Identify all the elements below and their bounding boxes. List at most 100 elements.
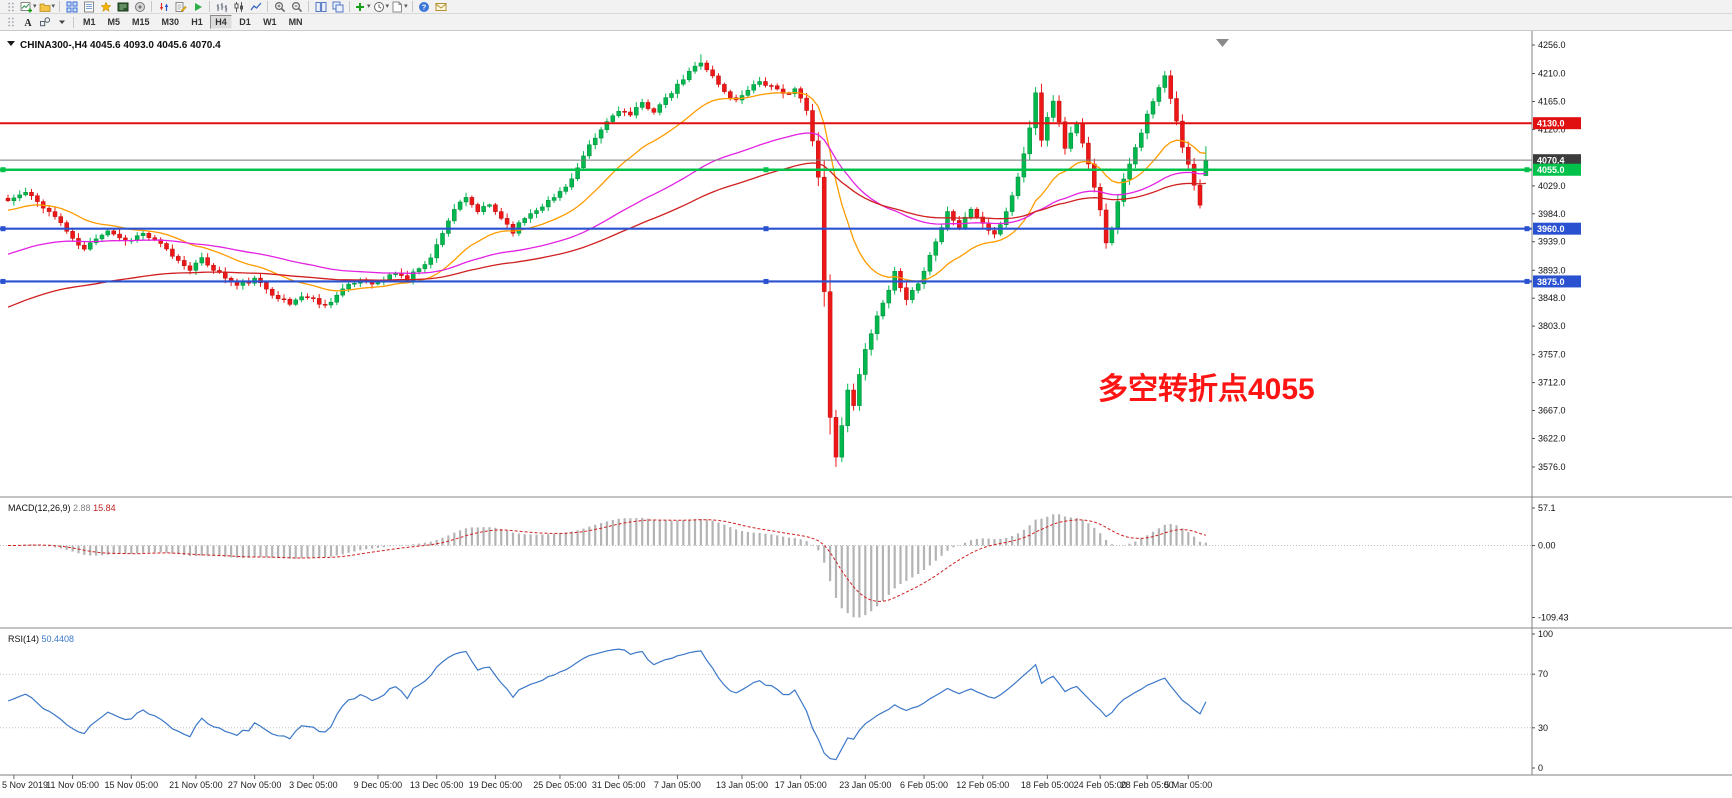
candlestick-chart-mode-button[interactable] (230, 0, 247, 13)
time-axis-label: 28 Feb 05:00 (1121, 780, 1174, 790)
timeframe-m30-button[interactable]: M30 (157, 15, 185, 29)
draw-objects-tool-button[interactable] (36, 16, 53, 29)
navigator-button[interactable] (97, 0, 114, 13)
feedback-button[interactable] (433, 0, 450, 13)
market-watch-button[interactable] (63, 0, 80, 13)
dropdown-icon (58, 20, 65, 24)
svg-text:A: A (24, 18, 32, 28)
price-axis-label: 3939.0 (1538, 237, 1566, 247)
price-axis-label: 3757.0 (1538, 350, 1566, 360)
support-line-2-handle[interactable] (1524, 278, 1530, 284)
new-order-button[interactable] (155, 0, 172, 13)
time-axis-label: 31 Dec 05:00 (592, 780, 646, 790)
macd-signal-line[interactable] (8, 519, 1207, 602)
tools-menu-button[interactable] (53, 16, 70, 29)
new-chart-button[interactable]: ▾ (19, 0, 38, 13)
slow-ma-red-line[interactable] (7, 162, 1206, 308)
terminal-button[interactable] (114, 0, 131, 13)
strategy-tester-button[interactable] (131, 0, 148, 13)
timeframe-d1-button[interactable]: D1 (234, 15, 256, 29)
time-axis-label: 18 Feb 05:00 (1021, 780, 1074, 790)
cascade-windows-button[interactable] (329, 0, 346, 13)
toolbar-grip-button[interactable] (2, 0, 19, 13)
zoom-in-button[interactable] (271, 0, 288, 13)
dropdown-arrow-icon: ▾ (367, 3, 371, 10)
rsi-axis-label: 0 (1538, 763, 1543, 773)
zoom-out-icon (291, 1, 302, 12)
price-axis-label: 3803.0 (1538, 321, 1566, 331)
bars-icon (216, 2, 227, 12)
timeframe-h1-button[interactable]: H1 (186, 15, 208, 29)
pivot-line-handle[interactable] (1524, 167, 1530, 173)
macd-label: MACD(12,26,9) 2.88 15.84 (8, 503, 116, 513)
time-axis-label: 7 Jan 05:00 (654, 780, 701, 790)
time-axis-label: 13 Jan 05:00 (716, 780, 768, 790)
timeframe-w1-button[interactable]: W1 (258, 15, 282, 29)
tile-windows-button[interactable] (312, 0, 329, 13)
zoom-out-button[interactable] (288, 0, 305, 13)
timeframe-h4-button[interactable]: H4 (210, 15, 233, 29)
symbol-dropdown-icon[interactable] (7, 41, 15, 46)
data-window-icon (83, 1, 94, 12)
toolbar-separator (411, 1, 413, 12)
candles-icon (234, 1, 243, 12)
indicators-button[interactable]: ▾ (353, 0, 372, 13)
fast-ma-orange-line[interactable] (7, 91, 1206, 292)
bar-chart-mode-button[interactable] (213, 0, 230, 13)
support-line-2-badge-text: 3875.0 (1537, 277, 1565, 287)
data-window-button[interactable] (80, 0, 97, 13)
pivot-line-price-badge (1533, 163, 1581, 176)
templates-button[interactable]: ▾ (390, 0, 409, 13)
time-axis-label: 25 Dec 05:00 (533, 780, 587, 790)
support-line-1-price-badge (1533, 222, 1581, 235)
price-axis[interactable] (1532, 31, 1592, 775)
support-line-2-handle[interactable] (763, 278, 769, 284)
current-price-line-badge-text: 4070.4 (1537, 156, 1565, 166)
pivot-line-handle[interactable] (763, 167, 769, 173)
dropdown-arrow-icon: ▾ (51, 3, 56, 10)
auto-trading-button[interactable] (189, 0, 206, 13)
toolbar-separator (59, 1, 61, 12)
time-axis-label: 5 Nov 2019 (2, 780, 48, 790)
help-button[interactable]: ? (416, 0, 433, 13)
chart-plus-icon (20, 1, 32, 12)
shift-marker-icon[interactable] (1216, 39, 1229, 47)
price-axis-label: 3622.0 (1538, 433, 1566, 443)
toolbar-separator (349, 1, 351, 12)
chart-annotation[interactable]: 多空转折点4055 (1098, 373, 1315, 406)
star-icon (99, 0, 112, 12)
periods-button[interactable]: ▾ (372, 0, 391, 13)
mid-ma-magenta-line[interactable] (7, 132, 1206, 274)
timeframe-m15-button[interactable]: M15 (127, 15, 155, 29)
line-icon (250, 2, 262, 10)
text-label-tool-button[interactable]: A (19, 16, 36, 29)
rsi-line[interactable] (7, 648, 1207, 761)
main-toolbar: ▾ ▾ ▾ ▾ ▾? (0, 0, 1732, 14)
folder-icon (39, 3, 50, 12)
support-line-2-handle[interactable] (0, 278, 6, 284)
price-axis-label: 4120.0 (1538, 124, 1566, 134)
pivot-line-handle[interactable] (0, 167, 6, 173)
price-axis-label: 4029.0 (1538, 181, 1566, 191)
price-axis-label: 3893.0 (1538, 265, 1566, 275)
text-icon: A (24, 18, 32, 28)
profiles-button[interactable]: ▾ (38, 0, 57, 13)
timeframe-mn-button[interactable]: MN (284, 15, 308, 29)
line-chart-mode-button[interactable] (247, 0, 264, 13)
candlesticks-layer[interactable] (5, 54, 1209, 467)
support-line-1-handle[interactable] (1524, 226, 1530, 232)
timeframe-m5-button[interactable]: M5 (103, 15, 126, 29)
time-axis-label: 24 Feb 05:00 (1074, 780, 1127, 790)
toolbar2-grip-button[interactable] (2, 16, 19, 29)
macd-histogram[interactable] (8, 514, 1208, 618)
rsi-axis-label: 30 (1538, 723, 1548, 733)
support-line-1-handle[interactable] (0, 226, 6, 232)
metaeditor-button[interactable] (172, 0, 189, 13)
toolbar-separator (73, 16, 74, 28)
timeframe-m1-button[interactable]: M1 (78, 15, 101, 29)
support-line-1-badge-text: 3960.0 (1537, 224, 1565, 234)
price-chart[interactable]: 4256.0 4210.0 4165.0 4120.0 4029.0 3984.0 3939… (0, 31, 1732, 798)
terminal-icon (117, 2, 129, 11)
support-line-1-handle[interactable] (763, 226, 769, 232)
current-price-line-price-badge (1533, 154, 1581, 167)
